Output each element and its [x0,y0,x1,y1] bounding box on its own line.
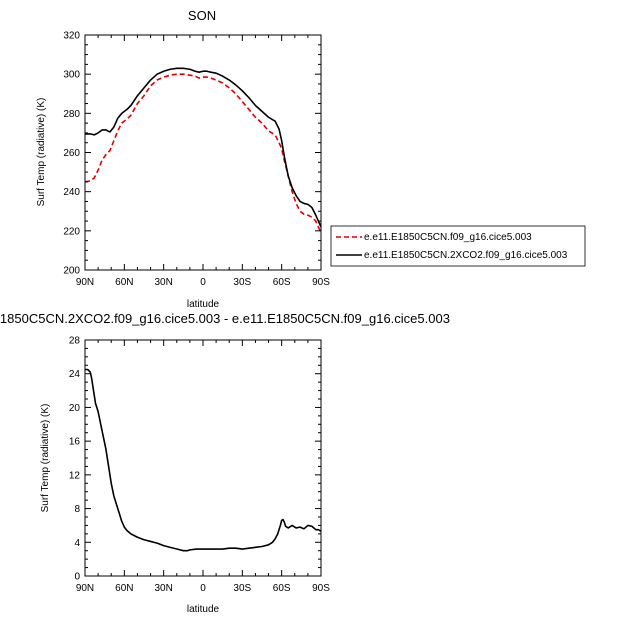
bottom-chart-xtick-label: 90S [312,583,330,594]
bottom-chart-ticks: 90N 60N 30N 0 30S 60S 90S 0 4 8 12 16 20 24 28 [69,336,330,595]
top-chart-ytick-label: 300 [63,70,80,81]
top-chart-xlabel: latitude [187,299,220,310]
legend-label-2xco2: e.e11.E1850C5CN.2XCO2.f09_g16.cice5.003 [364,250,568,261]
top-chart-ticks: 90N 60N 30N 0 30S 60S 90S 200 220 240 260 280 300 320 [63,31,330,289]
bottom-chart-xtick-label: 30N [154,583,172,594]
top-chart-xtick-label: 30N [154,277,172,288]
top-chart-ytick-label: 200 [63,266,80,277]
top-chart-title: SON [188,8,216,23]
top-chart-frame [84,34,322,271]
top-chart-ytick-label: 240 [63,187,80,198]
bottom-chart-ytick-label: 24 [69,369,81,380]
bottom-chart-lines [85,368,322,552]
top-chart-ytick-label: 280 [63,109,80,120]
top-chart-ylabel: Surf Temp (radiative) (K) [36,98,47,207]
bottom-chart-title: e.e11.E1850C5CN.2XCO2.f09_g16.cice5.003 … [0,311,450,326]
legend: e.e11.E1850C5CN.f09_g16.cice5.003 e.e11.… [330,225,586,267]
bottom-chart-ylabel: Surf Temp (radiative) (K) [40,404,51,513]
bottom-chart-frame [84,339,322,577]
bottom-chart-series-line-0 [85,368,322,552]
top-chart-xtick-label: 60N [115,277,133,288]
bottom-chart-xtick-label: 60N [115,583,133,594]
top-chart-xtick-label: 90N [76,277,94,288]
top-chart-xtick-label: 0 [200,277,206,288]
bottom-chart-xtick-label: 90N [76,583,94,594]
legend-box [330,225,586,267]
bottom-chart-ytick-label: 8 [74,504,80,515]
bottom-chart-ytick-label: 0 [74,572,80,583]
bottom-chart-ytick-label: 16 [69,437,81,448]
top-chart-lines [84,67,322,234]
bottom-chart-xtick-label: 30S [233,583,251,594]
top-chart-xtick-label: 30S [233,277,251,288]
top-chart-series-line-0 [84,73,322,234]
top-chart: SON 90N 60N 30N 0 30S 60S 90S 200 220 240 260 280 30… [36,8,330,310]
bottom-chart-ytick-label: 28 [69,336,81,347]
bottom-chart-ytick-label: 12 [69,470,81,481]
bottom-chart-xtick-label: 60S [273,583,291,594]
bottom-chart-xtick-label: 0 [200,583,206,594]
legend-label-control: e.e11.E1850C5CN.f09_g16.cice5.003 [364,232,532,243]
top-chart-ytick-label: 320 [63,31,80,42]
bottom-chart-ytick-label: 20 [69,403,81,414]
bottom-chart-ytick-label: 4 [74,538,80,549]
top-chart-series-line-1 [85,67,322,228]
top-chart-ytick-label: 220 [63,226,80,237]
top-chart-xtick-label: 60S [273,277,291,288]
top-chart-ytick-label: 260 [63,148,80,159]
top-chart-xtick-label: 90S [312,277,330,288]
bottom-chart-xlabel: latitude [187,604,220,615]
bottom-chart: e.e11.E1850C5CN.2XCO2.f09_g16.cice5.003 … [0,311,450,615]
